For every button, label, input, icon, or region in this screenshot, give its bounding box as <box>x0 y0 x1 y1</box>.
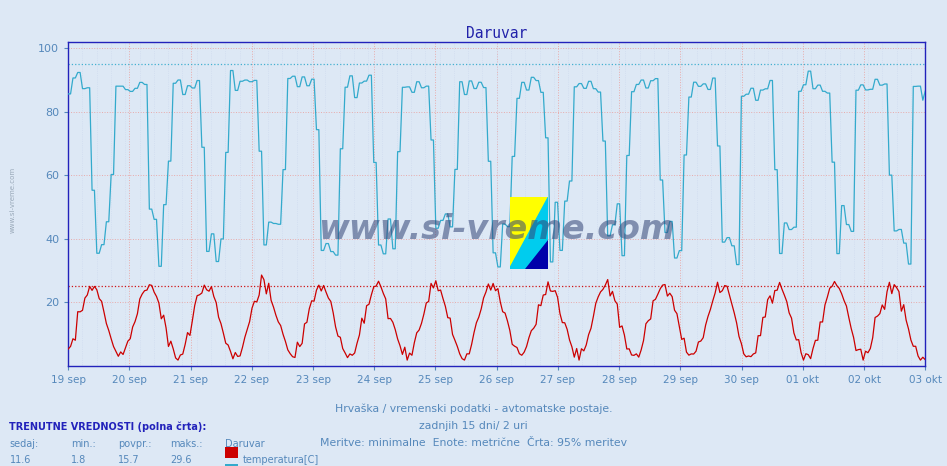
Text: 15.7: 15.7 <box>118 455 140 465</box>
Text: 29.6: 29.6 <box>170 455 192 465</box>
Text: temperatura[C]: temperatura[C] <box>242 455 319 465</box>
Text: Hrvaška / vremenski podatki - avtomatske postaje.: Hrvaška / vremenski podatki - avtomatske… <box>334 403 613 414</box>
Text: sedaj:: sedaj: <box>9 439 39 448</box>
Text: min.:: min.: <box>71 439 96 448</box>
Text: Meritve: minimalne  Enote: metrične  Črta: 95% meritev: Meritve: minimalne Enote: metrične Črta:… <box>320 438 627 448</box>
Text: www.si-vreme.com: www.si-vreme.com <box>9 167 15 233</box>
Text: TRENUTNE VREDNOSTI (polna črta):: TRENUTNE VREDNOSTI (polna črta): <box>9 422 206 432</box>
Title: Daruvar: Daruvar <box>466 26 527 41</box>
Text: www.si-vreme.com: www.si-vreme.com <box>318 213 675 247</box>
Text: 11.6: 11.6 <box>9 455 31 465</box>
Text: zadnjih 15 dni/ 2 uri: zadnjih 15 dni/ 2 uri <box>420 421 527 431</box>
Text: maks.:: maks.: <box>170 439 203 448</box>
Text: povpr.:: povpr.: <box>118 439 152 448</box>
Text: 1.8: 1.8 <box>71 455 86 465</box>
Text: Daruvar: Daruvar <box>225 439 265 448</box>
